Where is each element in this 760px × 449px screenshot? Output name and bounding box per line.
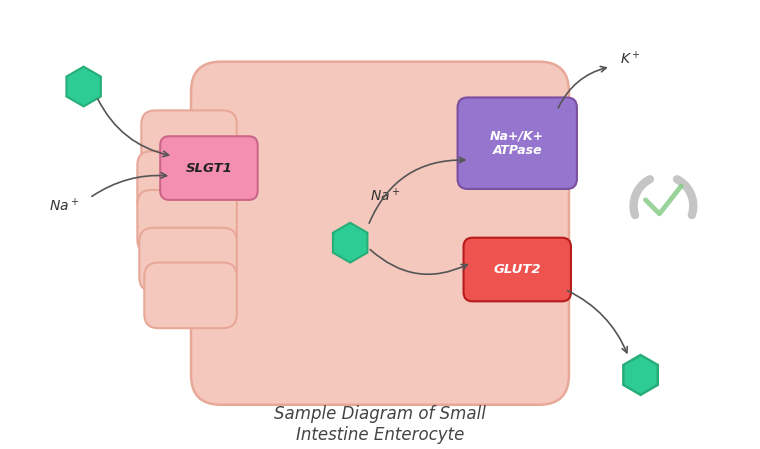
Polygon shape <box>66 66 101 106</box>
Text: Na+/K+
ATPase: Na+/K+ ATPase <box>490 129 544 157</box>
FancyBboxPatch shape <box>139 228 237 291</box>
Polygon shape <box>623 355 658 395</box>
Text: $K^+$: $K^+$ <box>620 50 641 67</box>
Text: $Na^+$: $Na^+$ <box>370 187 401 205</box>
FancyBboxPatch shape <box>141 110 237 176</box>
Text: SLGT1: SLGT1 <box>185 162 233 175</box>
FancyBboxPatch shape <box>138 190 237 254</box>
FancyBboxPatch shape <box>464 238 571 301</box>
FancyBboxPatch shape <box>144 263 237 328</box>
FancyBboxPatch shape <box>458 97 577 189</box>
FancyBboxPatch shape <box>138 151 237 215</box>
Text: Sample Diagram of Small
Intestine Enterocyte: Sample Diagram of Small Intestine Entero… <box>274 405 486 444</box>
Text: $Na^+$: $Na^+$ <box>49 197 79 215</box>
Text: GLUT2: GLUT2 <box>493 263 541 276</box>
FancyBboxPatch shape <box>160 136 258 200</box>
Polygon shape <box>333 223 367 263</box>
FancyBboxPatch shape <box>191 62 569 405</box>
